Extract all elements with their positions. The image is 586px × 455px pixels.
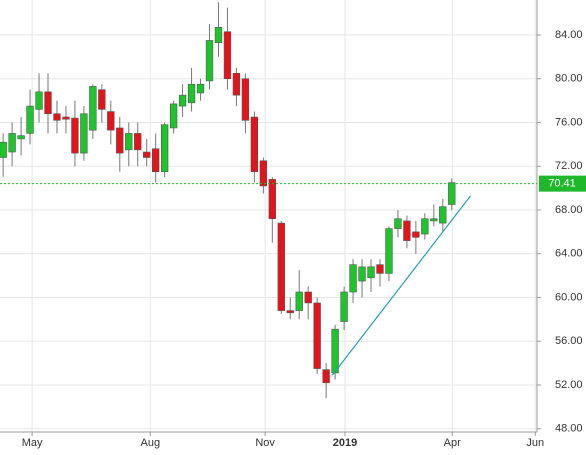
price-label-box (539, 175, 586, 192)
candle-body (331, 328, 339, 374)
x-tick-label: Jun (526, 437, 544, 449)
candle-body (107, 111, 115, 131)
y-tick-label: 52.00 (555, 379, 583, 391)
candle-body (376, 264, 384, 274)
candle-body (214, 27, 223, 43)
y-tick-label: 76.00 (555, 116, 583, 128)
candle-body (169, 103, 178, 129)
y-tick-label: 56.00 (555, 335, 583, 347)
candle-body (403, 220, 411, 241)
y-tick-label: 60.00 (555, 291, 583, 303)
candle-body (268, 179, 276, 220)
x-tick-label: May (22, 437, 43, 449)
x-tick-label: Apr (444, 437, 461, 449)
candle-body (71, 117, 79, 154)
candle-body (322, 369, 330, 384)
candle-body (304, 291, 312, 304)
y-tick-label: 48.00 (555, 423, 583, 435)
y-tick-label: 84.00 (555, 29, 583, 41)
candle-body (349, 264, 357, 293)
candle-body (286, 310, 294, 314)
x-tick-label: Nov (255, 437, 275, 449)
trendline (331, 195, 472, 376)
candle-body (313, 302, 321, 369)
candle-body (8, 133, 16, 153)
y-tick-label: 72.00 (555, 160, 583, 172)
candle-body (134, 133, 142, 151)
candle-body (35, 91, 43, 110)
candle-body (17, 135, 25, 140)
x-tick-label: Aug (140, 437, 160, 449)
candle-body (196, 83, 205, 94)
candle-body (53, 113, 61, 121)
candle-body (26, 105, 34, 134)
price-label: 70.41 (548, 178, 576, 190)
candle-body (160, 124, 169, 173)
candle-body (259, 160, 268, 187)
candle-body (80, 113, 88, 154)
candle-body (89, 86, 97, 131)
candle-body (340, 291, 348, 322)
candle-body (430, 218, 438, 222)
y-tick-label: 64.00 (555, 248, 583, 260)
candle-body (250, 116, 259, 173)
candle-body (178, 94, 187, 107)
candle-body (394, 218, 402, 229)
candle-body (0, 141, 7, 158)
candle-body (152, 148, 160, 173)
candle-body (277, 222, 285, 311)
candle-body (98, 89, 106, 110)
candle-body (358, 266, 366, 282)
candle-body (295, 291, 303, 311)
candle-body (241, 78, 250, 121)
candle-body (116, 127, 124, 154)
candle-body (143, 151, 151, 158)
candle-body (223, 31, 232, 80)
y-tick-label: 68.00 (555, 204, 583, 216)
x-tick-label: 2019 (333, 437, 357, 449)
candle-body (44, 91, 52, 115)
candle-body (421, 218, 429, 235)
candle-body (412, 231, 420, 238)
candle-body (367, 266, 375, 279)
candle-body (232, 72, 241, 96)
candle-body (62, 116, 70, 120)
candle-body (448, 182, 456, 205)
candle-body (205, 40, 214, 82)
candle-body (125, 133, 133, 151)
candle-body (385, 228, 393, 274)
y-tick-label: 80.00 (555, 73, 583, 85)
candle-body (187, 83, 196, 104)
candle-body (439, 206, 447, 224)
